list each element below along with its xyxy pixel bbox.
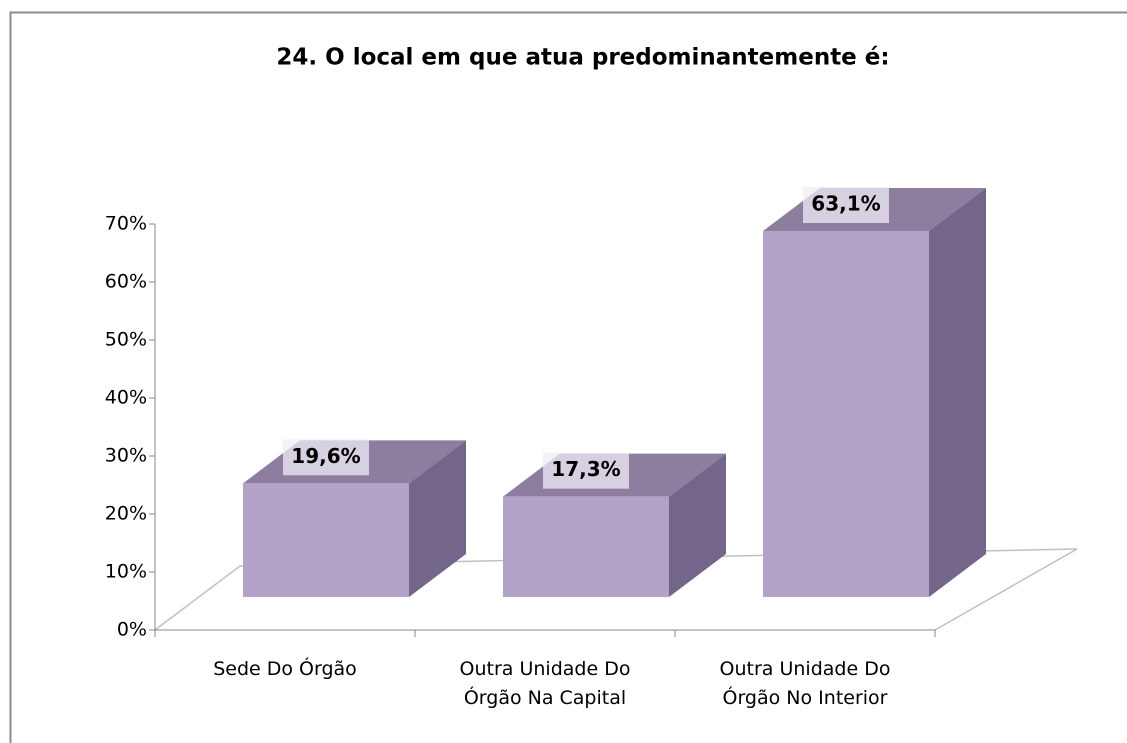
value-label: 17,3%: [551, 457, 620, 481]
value-label-box: [283, 439, 369, 476]
value-label-box: [543, 452, 629, 489]
bar: [503, 496, 669, 597]
value-label-box: [803, 187, 889, 224]
bar: [243, 483, 409, 597]
bar-side: [409, 440, 466, 597]
chart-title: 24. O local em que atua predominantement…: [276, 45, 889, 71]
value-label: 19,6%: [291, 444, 360, 468]
bar-side: [669, 453, 726, 597]
y-tick-label: 40%: [105, 387, 147, 409]
x-tick-label: Outra Unidade Do Órgão Na Capital: [459, 658, 631, 709]
y-tick-label: 30%: [105, 445, 147, 467]
y-tick-label: 60%: [105, 271, 147, 293]
x-tick-label: Sede Do Órgão: [213, 658, 357, 680]
y-tick-label: 70%: [105, 213, 147, 235]
value-label: 63,1%: [811, 192, 880, 216]
y-tick-label: 0%: [117, 619, 147, 641]
y-tick-label: 10%: [105, 561, 147, 583]
bar: [763, 231, 929, 597]
y-tick-label: 50%: [105, 329, 147, 351]
y-tick-label: 20%: [105, 503, 147, 525]
bar-side: [929, 188, 986, 597]
x-tick-label: Outra Unidade Do Órgão No Interior: [719, 658, 891, 709]
